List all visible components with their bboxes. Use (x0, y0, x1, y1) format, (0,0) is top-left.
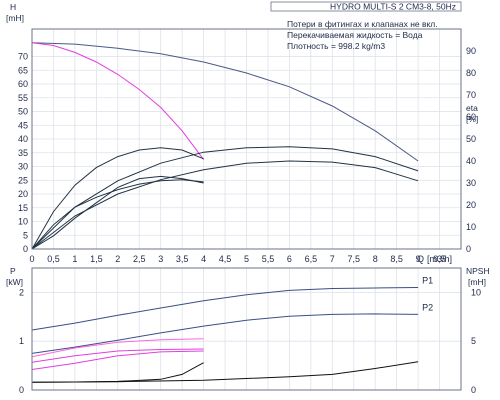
bottom-right-tick-label: 10 (471, 287, 481, 297)
info-line: Плотность = 998.2 kg/m3 (287, 41, 385, 51)
bottom-left-tick-label: 1 (19, 336, 24, 346)
top-right-tick-label: 90 (466, 46, 476, 56)
top-x-tick-label: 6,5 (305, 254, 318, 264)
bottom-curve (31, 313, 419, 354)
bottom-right-axis-label: NPSH (466, 266, 490, 276)
top-x-tick-label: 7 (330, 254, 335, 264)
bottom-left-axis-unit: [kW] (6, 277, 23, 287)
top-left-tick-label: 40 (18, 134, 28, 144)
top-x-tick-label: 2 (115, 254, 120, 264)
bottom-curve (31, 350, 204, 370)
top-left-tick-label: 25 (18, 175, 28, 185)
top-left-tick-label: 45 (18, 120, 28, 130)
top-x-tick-label: 2,5 (133, 254, 146, 264)
top-right-tick-label: 50 (466, 134, 476, 144)
top-left-tick-label: 10 (18, 217, 28, 227)
top-left-tick-label: 15 (18, 203, 28, 213)
top-right-tick-label: 10 (466, 222, 476, 232)
top-right-tick-label: 80 (466, 68, 476, 78)
top-x-tick-label: 9 (416, 254, 421, 264)
top-right-tick-label: 20 (466, 200, 476, 210)
bottom-right-tick-label: 0 (471, 385, 476, 395)
top-right-tick-label: 0 (466, 244, 471, 254)
top-x-tick-label: 3,5 (176, 254, 189, 264)
info-line: Перекачиваемая жидкость = Вода (287, 30, 423, 40)
top-left-tick-label: 20 (18, 189, 28, 199)
top-x-tick-label: 0,5 (47, 254, 60, 264)
bottom-left-tick-label: 0 (19, 385, 24, 395)
top-x-tick-label: 1,5 (90, 254, 103, 264)
top-right-tick-label: 30 (466, 178, 476, 188)
top-curve (31, 160, 419, 250)
bottom-plot-frame (31, 267, 462, 391)
top-right-tick-label: 70 (466, 90, 476, 100)
top-curve (31, 42, 205, 160)
bottom-curve (31, 287, 419, 331)
top-right-tick-label: 40 (466, 156, 476, 166)
top-right-axis-label: eta (466, 103, 478, 113)
top-curve (31, 147, 204, 250)
top-x-axis-label: Q (417, 254, 424, 264)
bottom-curve (31, 361, 419, 383)
top-curve (31, 179, 204, 250)
title-box (270, 1, 462, 12)
series-label: P1 (422, 276, 433, 286)
top-x-tick-label: 4 (201, 254, 206, 264)
top-left-tick-label: 60 (18, 79, 28, 89)
top-left-tick-label: 0 (23, 244, 28, 254)
top-x-tick-label: 7,5 (347, 254, 360, 264)
top-x-tick-label: 9,5 (433, 254, 446, 264)
top-left-tick-label: 65 (18, 65, 28, 75)
top-x-axis-unit: [m3/h] (427, 254, 452, 264)
bottom-curve (31, 348, 204, 363)
top-left-tick-label: 35 (18, 148, 28, 158)
top-x-tick-label: 8 (373, 254, 378, 264)
top-left-axis-unit: [mH] (6, 13, 24, 23)
top-left-tick-label: 50 (18, 107, 28, 117)
top-right-axis-unit: [%] (466, 114, 478, 124)
top-x-tick-label: 3 (158, 254, 163, 264)
bottom-right-axis-unit: [mH] (468, 277, 486, 287)
top-left-tick-label: 30 (18, 162, 28, 172)
top-x-tick-label: 1 (72, 254, 77, 264)
top-curve (31, 146, 419, 250)
top-x-tick-label: 4,5 (219, 254, 232, 264)
top-left-tick-label: 55 (18, 93, 28, 103)
top-left-tick-label: 70 (18, 52, 28, 62)
top-left-tick-label: 5 (23, 230, 28, 240)
series-label: P2 (422, 302, 433, 312)
top-curve (31, 42, 419, 162)
bottom-right-tick-label: 5 (471, 336, 476, 346)
top-right-tick-label: 60 (466, 112, 476, 122)
top-plot-frame (31, 28, 462, 250)
bottom-left-axis-label: P (10, 266, 16, 276)
chart-title: HYDRO MULTI-S 2 CM3-8, 50Hz (330, 2, 456, 12)
info-line: Потери в фитингах и клапанах не вкл. (287, 19, 438, 29)
top-x-tick-label: 0 (29, 254, 34, 264)
bottom-left-tick-label: 2 (19, 287, 24, 297)
top-x-tick-label: 5 (244, 254, 249, 264)
top-x-tick-label: 5,5 (262, 254, 275, 264)
top-x-tick-label: 6 (287, 254, 292, 264)
bottom-curve (31, 338, 204, 358)
top-x-tick-label: 8,5 (390, 254, 403, 264)
top-curve (31, 175, 204, 250)
top-left-axis-label: H (10, 2, 16, 12)
